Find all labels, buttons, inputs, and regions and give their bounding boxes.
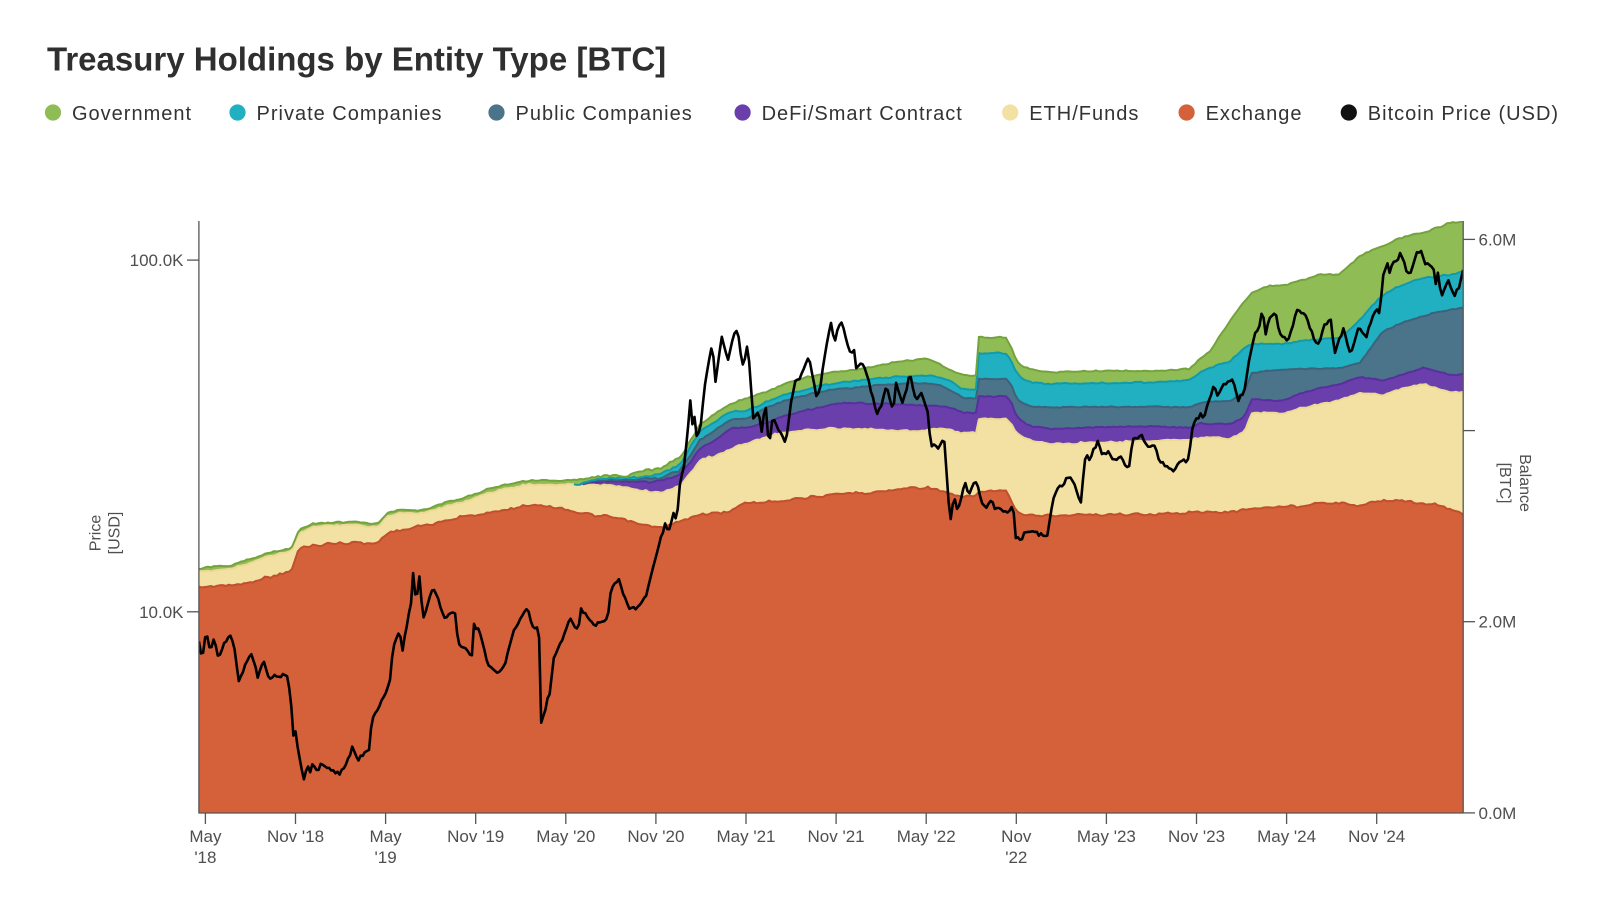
svg-text:Nov '21: Nov '21 [808,827,865,846]
svg-text:May '20: May '20 [536,827,595,846]
svg-text:Private Companies: Private Companies [257,103,443,125]
svg-text:May '21: May '21 [717,827,776,846]
svg-text:100.0K: 100.0K [130,251,185,270]
svg-text:Balance: Balance [1516,454,1533,512]
svg-text:Bitcoin Price (USD): Bitcoin Price (USD) [1368,103,1559,125]
svg-text:[BTC]: [BTC] [1496,463,1513,504]
svg-text:'22: '22 [1005,848,1027,867]
svg-text:Price: Price [88,515,105,552]
svg-text:6.0M: 6.0M [1479,230,1517,249]
svg-text:Government: Government [72,103,192,125]
svg-text:Nov '23: Nov '23 [1168,827,1225,846]
svg-text:[USD]: [USD] [107,512,124,555]
svg-text:'18: '18 [194,848,216,867]
svg-text:0.0M: 0.0M [1479,804,1517,823]
svg-text:May '23: May '23 [1077,827,1136,846]
svg-text:2.0M: 2.0M [1479,613,1517,632]
svg-text:May '24: May '24 [1257,827,1316,846]
svg-text:ETH/Funds: ETH/Funds [1029,103,1139,125]
svg-text:Nov: Nov [1001,827,1032,846]
svg-text:May: May [189,827,222,846]
svg-text:Exchange: Exchange [1206,103,1303,125]
svg-text:Nov '20: Nov '20 [627,827,684,846]
svg-text:Nov '24: Nov '24 [1348,827,1405,846]
svg-text:10.0K: 10.0K [139,603,184,622]
svg-text:Nov '19: Nov '19 [447,827,504,846]
svg-text:'19: '19 [375,848,397,867]
svg-text:May '22: May '22 [897,827,956,846]
svg-text:Nov '18: Nov '18 [267,827,324,846]
svg-text:May: May [370,827,403,846]
svg-text:Public Companies: Public Companies [516,103,693,125]
svg-text:Treasury Holdings by Entity Ty: Treasury Holdings by Entity Type [BTC] [47,41,666,78]
svg-text:DeFi/Smart Contract: DeFi/Smart Contract [762,103,963,125]
